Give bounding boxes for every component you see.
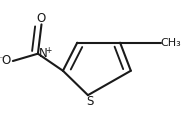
Text: O: O (37, 12, 46, 25)
Text: O: O (2, 55, 11, 67)
Text: S: S (86, 95, 93, 108)
Text: ⁻: ⁻ (0, 54, 3, 63)
Text: N: N (39, 47, 47, 60)
Text: CH₃: CH₃ (161, 38, 181, 48)
Text: +: + (45, 46, 51, 55)
